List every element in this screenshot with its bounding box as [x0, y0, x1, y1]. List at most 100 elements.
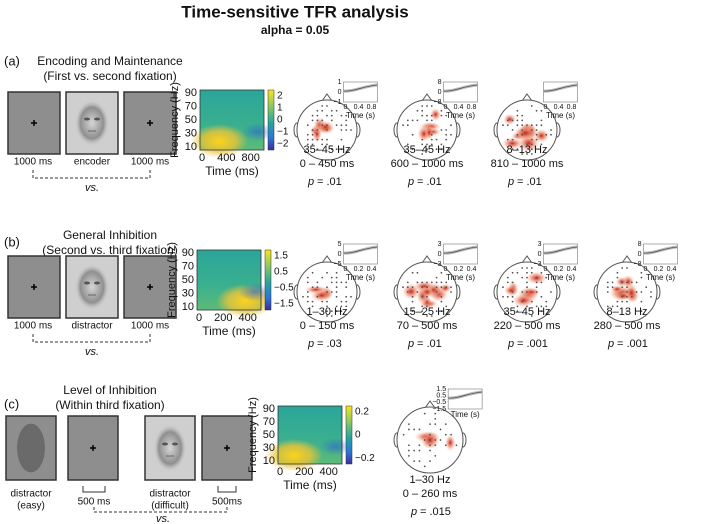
- tfr-x-tick: 200: [214, 312, 232, 324]
- inset-x-tick: 0.4: [554, 104, 564, 111]
- electrode: [302, 295, 304, 298]
- electrode: [430, 114, 433, 117]
- topo-frequency: 35–45 Hz: [503, 306, 550, 318]
- electrode: [340, 148, 343, 151]
- electrode: [418, 444, 421, 447]
- electrode: [316, 148, 319, 151]
- electrode: [426, 286, 428, 289]
- electrode: [411, 148, 414, 151]
- electrode: [311, 129, 314, 131]
- electrode: [502, 295, 504, 298]
- electrode: [435, 148, 438, 151]
- electrode: [345, 129, 348, 131]
- inset-x-tick: 0.2: [354, 266, 364, 273]
- p-symbol: p: [407, 338, 414, 350]
- topo-blob: [429, 107, 442, 122]
- inset-x-label: Time (s): [546, 111, 575, 120]
- comparison-vs: vs.: [156, 513, 170, 524]
- electrode: [316, 281, 319, 284]
- electrode: [316, 114, 319, 117]
- tfr-y-tick: 50: [185, 114, 197, 126]
- inset-curve: [343, 246, 378, 254]
- inset-curve: [443, 246, 478, 254]
- electrode: [526, 143, 528, 146]
- electrode: [545, 133, 548, 136]
- inset-y-tick: −3: [434, 261, 442, 268]
- inset-y-tick: −1: [334, 99, 342, 106]
- electrode: [421, 295, 424, 298]
- topo-blob: [610, 285, 624, 294]
- electrode: [306, 143, 309, 146]
- electrode: [445, 305, 448, 308]
- tfr-y-tick: 50: [263, 429, 275, 441]
- inset-y-tick: 1.5: [436, 386, 446, 393]
- electrode: [321, 124, 324, 127]
- electrode: [418, 449, 421, 452]
- electrode: [434, 439, 437, 441]
- electrode: [330, 276, 333, 279]
- electrode: [411, 295, 414, 298]
- electrode: [416, 291, 419, 293]
- electrode: [421, 281, 424, 284]
- electrode: [521, 129, 524, 131]
- stimulus-label: distractor: [149, 489, 191, 500]
- topo-time: 280 – 500 ms: [594, 320, 661, 332]
- electrode: [406, 124, 409, 127]
- electrode: [335, 295, 338, 298]
- tfr-x-tick: 0: [199, 152, 205, 164]
- electrode: [626, 310, 628, 313]
- electrode: [326, 271, 328, 274]
- face-image: [75, 100, 109, 146]
- electrode: [545, 300, 548, 303]
- colorbar: [345, 405, 353, 465]
- electrode: [630, 281, 633, 284]
- electrode: [521, 267, 524, 269]
- electrode: [340, 310, 343, 313]
- electrode: [626, 267, 628, 269]
- colorbar-tick: 1: [277, 103, 283, 114]
- electrode: [311, 300, 314, 303]
- stimulus-label: (easy): [17, 501, 45, 512]
- inset-y-tick: 5: [338, 241, 342, 248]
- electrode: [345, 119, 348, 122]
- topo-time: 220 – 500 ms: [494, 320, 561, 332]
- electrode: [430, 315, 433, 317]
- duration-bracket: [82, 486, 106, 493]
- electrode: [426, 305, 428, 308]
- electrode: [530, 124, 533, 127]
- electrode: [526, 271, 528, 274]
- electrode: [406, 119, 409, 122]
- colorbar: [267, 89, 275, 151]
- stimulus-label: distractor: [10, 489, 52, 500]
- topo-time: 70 – 500 ms: [397, 320, 458, 332]
- electrode: [306, 133, 309, 136]
- electrode: [640, 271, 643, 274]
- inset-x-label: Time (s): [346, 111, 375, 120]
- electrode: [535, 133, 538, 136]
- inset-y-tick: −5: [334, 261, 342, 268]
- electrode: [340, 114, 343, 117]
- electrode: [521, 124, 524, 127]
- electrode: [435, 281, 438, 284]
- colorbar-tick: −1.5: [274, 299, 294, 310]
- electrode: [526, 305, 528, 308]
- electrode: [326, 305, 328, 308]
- electrode: [407, 454, 410, 457]
- electrode: [516, 124, 519, 127]
- panel-letter: (c): [4, 396, 19, 411]
- electrode: [426, 143, 428, 146]
- electrode: [440, 295, 443, 298]
- electrode: [311, 143, 314, 146]
- topo-frequency: 8–13 Hz: [607, 306, 648, 318]
- tfr-y-label: Frequency (Hz): [169, 82, 181, 158]
- electrode: [435, 276, 438, 279]
- electrode: [411, 133, 414, 136]
- tfr-y-tick: 10: [185, 141, 197, 153]
- electrode: [321, 105, 324, 107]
- tfr-x-tick: 0: [277, 466, 283, 478]
- electrode: [421, 109, 424, 112]
- electrode: [335, 148, 338, 151]
- electrode: [526, 267, 528, 269]
- electrode: [516, 305, 519, 308]
- electrode: [340, 300, 343, 303]
